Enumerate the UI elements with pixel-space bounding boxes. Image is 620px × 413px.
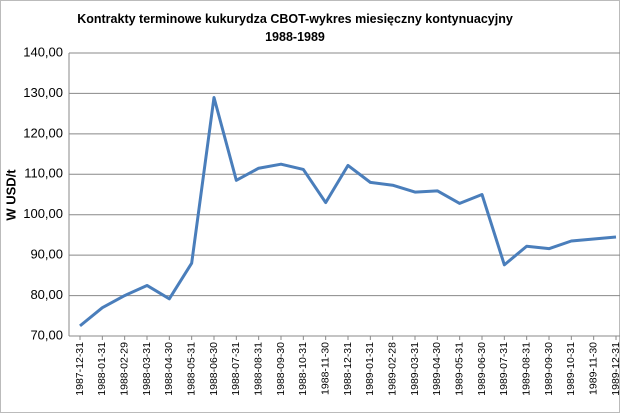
y-tick-label: 120,00 (23, 125, 63, 140)
x-tick-label: 1989-12-31 (610, 342, 620, 396)
x-tick-label: 1988-07-31 (230, 342, 242, 396)
y-axis-label: W USD/t (3, 169, 18, 221)
x-tick-label: 1988-10-31 (297, 342, 309, 396)
x-tick-label: 1989-05-31 (453, 342, 465, 396)
y-tick-label: 100,00 (23, 206, 63, 221)
y-tick-label: 130,00 (23, 85, 63, 100)
x-tick-label: 1988-02-29 (118, 342, 130, 396)
x-tick-label: 1988-11-30 (319, 342, 331, 395)
x-tick-label: 1988-09-30 (275, 342, 287, 396)
x-tick-label: 1989-02-28 (386, 342, 398, 396)
x-tick-label: 1988-05-31 (185, 342, 197, 396)
x-tick-label: 1988-06-30 (208, 342, 220, 396)
line-series (79, 95, 617, 328)
x-tick-label: 1989-03-31 (409, 342, 421, 396)
x-tick-label: 1988-12-31 (342, 342, 354, 396)
x-tick-label: 1988-01-31 (96, 342, 108, 396)
x-tick-label: 1988-04-30 (163, 342, 175, 396)
x-tick-label: 1987-12-31 (74, 342, 86, 396)
x-tick-label: 1989-06-30 (476, 342, 488, 396)
x-tick-label: 1989-04-30 (431, 342, 443, 396)
x-tick-label: 1988-03-31 (141, 342, 153, 396)
x-tick-label: 1989-07-31 (498, 342, 510, 396)
y-tick-label: 80,00 (30, 287, 63, 302)
chart-title: Kontrakty terminowe kukurydza CBOT-wykre… (77, 12, 513, 44)
x-tick-label: 1989-08-31 (520, 342, 532, 396)
y-tick-label: 110,00 (24, 166, 63, 181)
x-tick-label: 1989-09-30 (543, 342, 555, 396)
y-tick-label: 90,00 (30, 247, 63, 262)
x-tick-label: 1989-10-31 (565, 342, 577, 396)
y-tick-label: 70,00 (30, 327, 63, 342)
x-tick-label: 1989-11-30 (587, 342, 599, 395)
y-tick-label: 140,00 (23, 44, 63, 59)
x-tick-label: 1989-01-31 (364, 342, 376, 396)
x-tick-label: 1988-08-31 (252, 342, 264, 396)
